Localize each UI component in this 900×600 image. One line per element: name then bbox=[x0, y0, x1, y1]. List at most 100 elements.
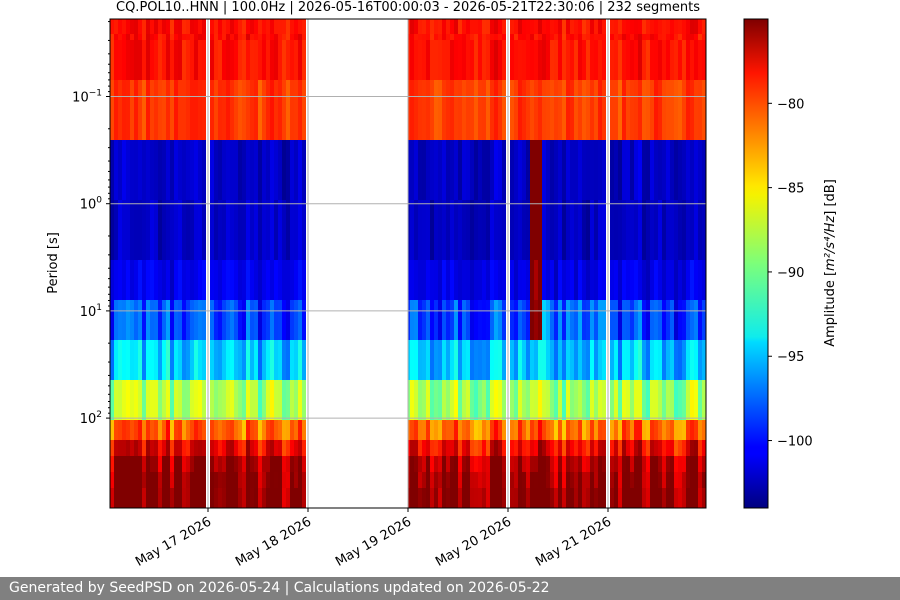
heatmap-cell bbox=[298, 456, 302, 472]
heatmap-cell bbox=[682, 140, 686, 200]
heatmap-cell bbox=[134, 40, 138, 80]
heatmap-cell bbox=[278, 80, 282, 140]
heatmap-cell bbox=[554, 140, 558, 200]
heatmap-cell bbox=[262, 300, 266, 340]
heatmap-cell bbox=[202, 456, 206, 472]
heatmap-cell bbox=[502, 420, 506, 440]
heatmap-cell bbox=[594, 488, 598, 508]
heatmap-cell bbox=[570, 140, 574, 200]
heatmap-cell bbox=[702, 19, 706, 34]
heatmap-cell bbox=[226, 340, 230, 380]
heatmap-cell bbox=[414, 380, 418, 420]
heatmap-cell bbox=[218, 380, 222, 420]
heatmap-cell bbox=[678, 200, 682, 260]
heatmap-cell bbox=[610, 140, 614, 200]
heatmap-cell bbox=[550, 80, 554, 140]
heatmap-cell bbox=[550, 19, 554, 34]
heatmap-cell bbox=[654, 260, 658, 300]
heatmap-cell bbox=[462, 40, 466, 80]
heatmap-cell bbox=[302, 340, 306, 380]
heatmap-cell bbox=[674, 420, 678, 440]
heatmap-cell bbox=[214, 472, 218, 488]
heatmap-cell bbox=[270, 380, 274, 420]
heatmap-cell bbox=[590, 34, 594, 40]
heatmap-cell bbox=[478, 80, 482, 140]
heatmap-cell bbox=[446, 260, 450, 300]
heatmap-cell bbox=[270, 140, 274, 200]
heatmap-cell bbox=[670, 456, 674, 472]
heatmap-cell bbox=[458, 19, 462, 34]
heatmap-cell bbox=[226, 260, 230, 300]
heatmap-cell bbox=[630, 420, 634, 440]
heatmap-cell bbox=[542, 34, 546, 40]
heatmap-cell bbox=[526, 140, 530, 200]
heatmap-cell bbox=[210, 34, 214, 40]
heatmap-cell bbox=[114, 260, 118, 300]
heatmap-cell bbox=[634, 34, 638, 40]
heatmap-cell bbox=[186, 420, 190, 440]
heatmap-cell bbox=[114, 340, 118, 380]
heatmap-cell bbox=[642, 440, 646, 456]
heatmap-cell bbox=[166, 19, 170, 34]
heatmap-cell bbox=[482, 80, 486, 140]
heatmap-cell bbox=[490, 40, 494, 80]
heatmap-cell bbox=[578, 340, 582, 380]
heatmap-cell bbox=[478, 456, 482, 472]
heatmap-cell bbox=[438, 456, 442, 472]
heatmap-cell bbox=[486, 380, 490, 420]
heatmap-cell bbox=[474, 40, 478, 80]
heatmap-cell bbox=[246, 300, 250, 340]
heatmap-cell bbox=[110, 40, 114, 80]
heatmap-cell bbox=[294, 40, 298, 80]
heatmap-cell bbox=[702, 488, 706, 508]
heatmap-cell bbox=[158, 80, 162, 140]
heatmap-cell bbox=[466, 456, 470, 472]
heatmap-cell bbox=[518, 19, 522, 34]
heatmap-cell bbox=[542, 80, 546, 140]
heatmap-cell bbox=[234, 340, 238, 380]
heatmap-cell bbox=[290, 380, 294, 420]
heatmap-cell bbox=[554, 19, 558, 34]
heatmap-cell bbox=[250, 440, 254, 456]
heatmap-cell bbox=[230, 200, 234, 260]
heatmap-cell bbox=[198, 440, 202, 456]
heatmap-cell bbox=[174, 260, 178, 300]
heatmap-cell bbox=[170, 420, 174, 440]
heatmap-cell bbox=[162, 40, 166, 80]
footer-bar: Generated by SeedPSD on 2026-05-24 | Cal… bbox=[0, 577, 900, 600]
heatmap-cell bbox=[118, 260, 122, 300]
heatmap-cell bbox=[442, 260, 446, 300]
heatmap-cell bbox=[422, 34, 426, 40]
heatmap-cell bbox=[646, 440, 650, 456]
heatmap-cell bbox=[470, 34, 474, 40]
heatmap-cell bbox=[246, 200, 250, 260]
heatmap-cell bbox=[694, 200, 698, 260]
heatmap-cell bbox=[442, 80, 446, 140]
heatmap-cell bbox=[282, 488, 286, 508]
heatmap-cell bbox=[294, 380, 298, 420]
heatmap-cell bbox=[558, 140, 562, 200]
heatmap-cell bbox=[566, 140, 570, 200]
heatmap-cell bbox=[298, 420, 302, 440]
heatmap-cell bbox=[234, 140, 238, 200]
heatmap-cell bbox=[242, 340, 246, 380]
heatmap-cell bbox=[494, 34, 498, 40]
heatmap-cell bbox=[630, 140, 634, 200]
heatmap-cell bbox=[198, 40, 202, 80]
heatmap-cell bbox=[450, 260, 454, 300]
heatmap-cell bbox=[658, 260, 662, 300]
heatmap-cell bbox=[450, 488, 454, 508]
heatmap-cell bbox=[118, 340, 122, 380]
heatmap-cell bbox=[470, 380, 474, 420]
heatmap-cell bbox=[266, 34, 270, 40]
heatmap-cell bbox=[642, 80, 646, 140]
heatmap-cell bbox=[194, 420, 198, 440]
spectrogram-chart: CQ.POL10..HNN | 100.0Hz | 2026-05-16T00:… bbox=[46, 0, 838, 570]
heatmap-cell bbox=[130, 300, 134, 340]
heatmap-cell bbox=[278, 300, 282, 340]
heatmap-cell bbox=[682, 488, 686, 508]
heatmap-cell bbox=[146, 40, 150, 80]
heatmap-cell bbox=[226, 19, 230, 34]
heatmap-cell bbox=[570, 34, 574, 40]
heatmap-cell bbox=[654, 19, 658, 34]
